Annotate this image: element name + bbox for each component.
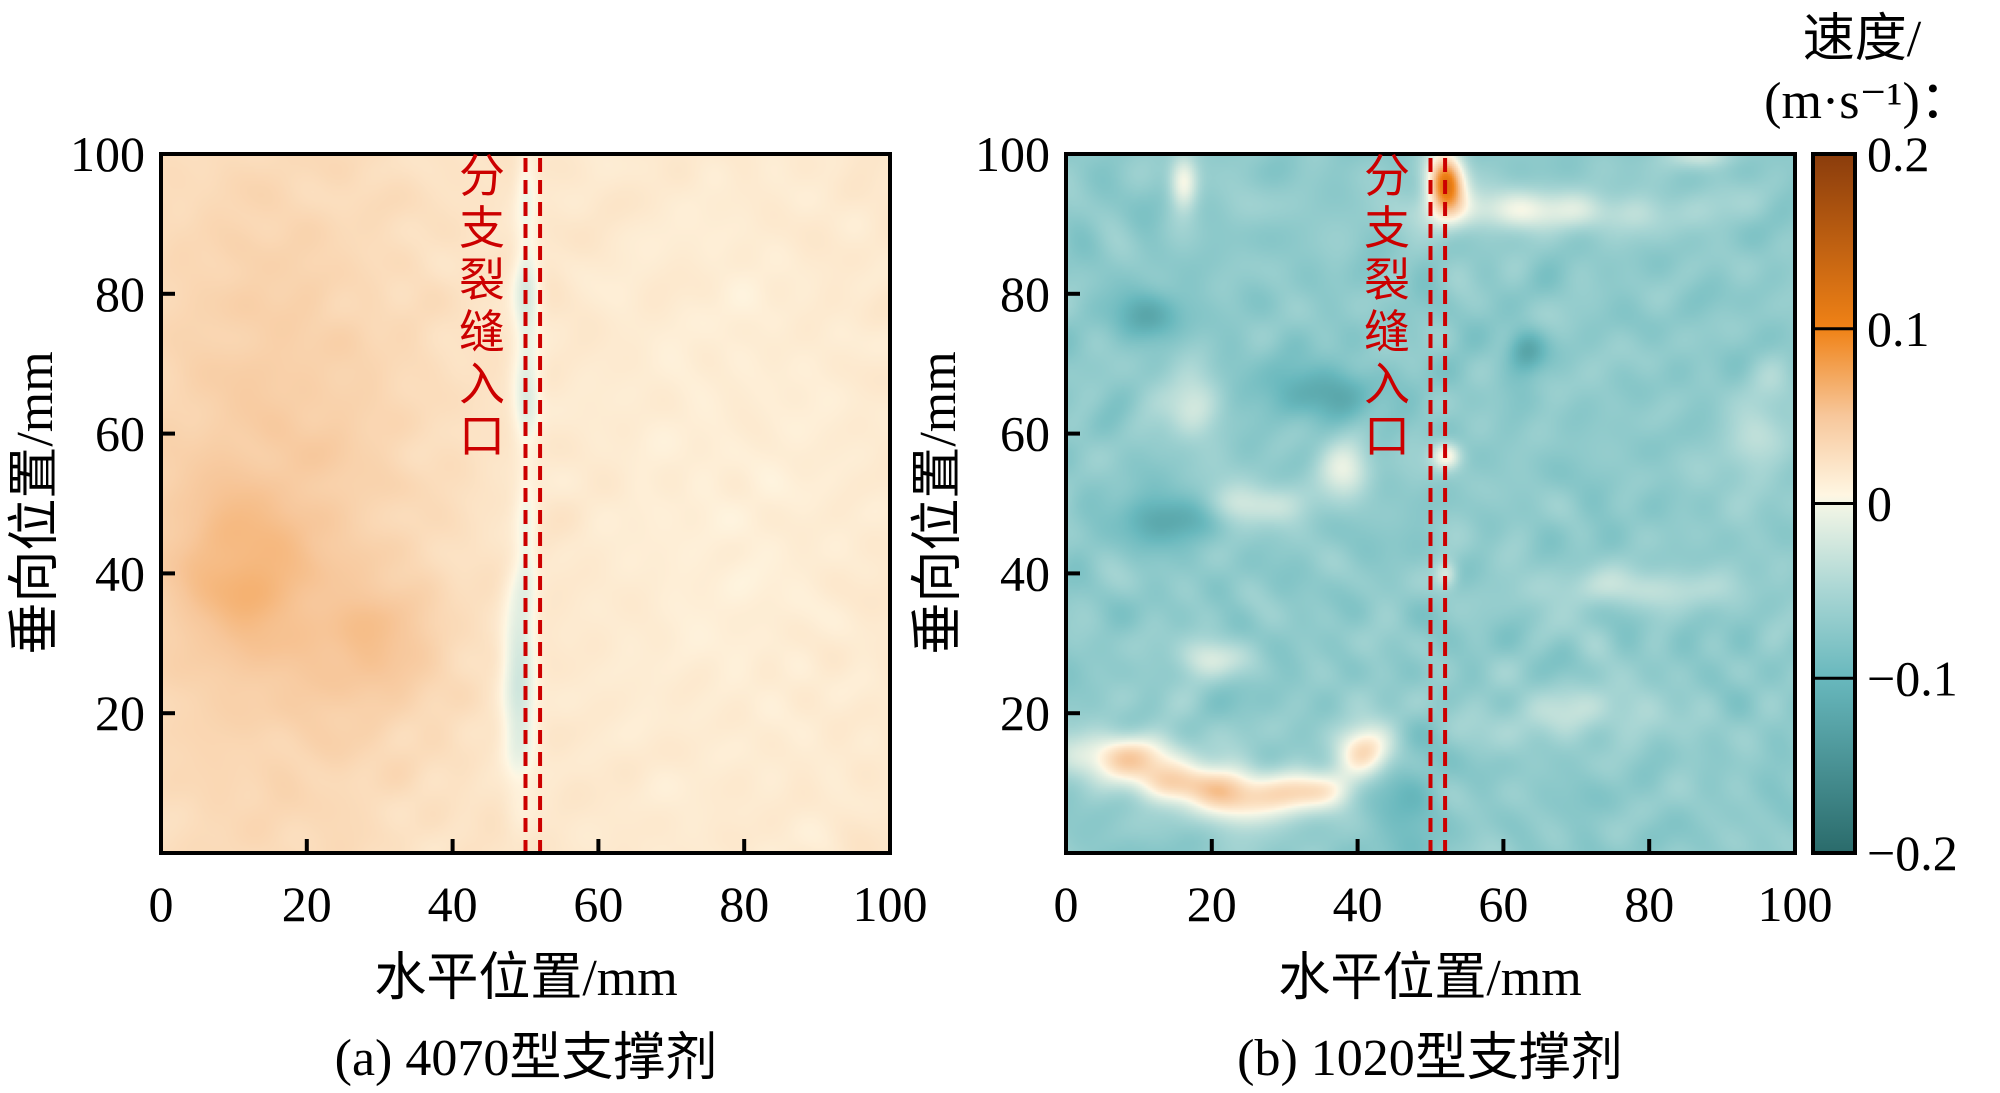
x-tick-label: 40 <box>1333 876 1383 932</box>
x-tick-label: 40 <box>428 876 478 932</box>
colorbar-title-line2: (m·s⁻¹)： <box>1764 73 1972 130</box>
x-tick-label: 20 <box>282 876 332 932</box>
panel-b-caption: (b) 1020型支撑剂 <box>1237 1030 1623 1087</box>
x-tick-label: 80 <box>719 876 769 932</box>
colorbar-tick-label: −0.1 <box>1867 650 1958 706</box>
panel-b-velocity-heatmap <box>1066 154 1795 853</box>
y-tick-label: 20 <box>95 685 145 741</box>
y-tick-label: 80 <box>95 266 145 322</box>
panel-b-y-axis-label: 垂向位置/mm <box>910 351 967 654</box>
colorbar-tick-label: 0.2 <box>1867 126 1930 182</box>
y-tick-label: 40 <box>1000 545 1050 601</box>
colorbar-gradient <box>1813 154 1855 853</box>
y-tick-label: 100 <box>975 126 1050 182</box>
x-tick-label: 0 <box>1054 876 1079 932</box>
y-tick-label: 40 <box>95 545 145 601</box>
panel-b-x-axis-label: 水平位置/mm <box>1278 950 1581 1007</box>
y-tick-label: 60 <box>1000 406 1050 462</box>
panel-a-y-axis-label: 垂向位置/mm <box>7 351 64 654</box>
panel-a-caption: (a) 4070型支撑剂 <box>335 1030 718 1087</box>
x-tick-label: 20 <box>1187 876 1237 932</box>
colorbar: 0.2 0.1 0 −0.1 −0.2 速度/ (m·s⁻¹)： <box>1764 11 1972 881</box>
colorbar-tick-label: 0.1 <box>1867 301 1930 357</box>
colorbar-tick-labels: 0.2 0.1 0 −0.1 −0.2 <box>1867 126 1958 881</box>
x-tick-label: 60 <box>1478 876 1528 932</box>
y-tick-label: 60 <box>95 406 145 462</box>
y-tick-label: 20 <box>1000 685 1050 741</box>
y-tick-label: 80 <box>1000 266 1050 322</box>
colorbar-tick-label: 0 <box>1867 476 1892 532</box>
panel-a-velocity-heatmap <box>161 154 890 853</box>
panel-a-x-axis-label: 水平位置/mm <box>374 950 677 1007</box>
x-tick-label: 60 <box>573 876 623 932</box>
panel-a-y-ticks: 20 40 60 80 100 <box>70 126 175 741</box>
x-tick-label: 100 <box>1758 876 1833 932</box>
colorbar-tick-lines <box>1813 327 1855 680</box>
x-tick-label: 0 <box>149 876 174 932</box>
colorbar-title-line1: 速度/ <box>1803 11 1922 68</box>
colorbar-frame <box>1811 152 1857 855</box>
panel-b-y-ticks: 20 40 60 80 100 <box>975 126 1080 741</box>
x-tick-label: 80 <box>1624 876 1674 932</box>
y-tick-label: 100 <box>70 126 145 182</box>
colorbar-tick-label: −0.2 <box>1867 825 1958 881</box>
x-tick-label: 100 <box>853 876 928 932</box>
